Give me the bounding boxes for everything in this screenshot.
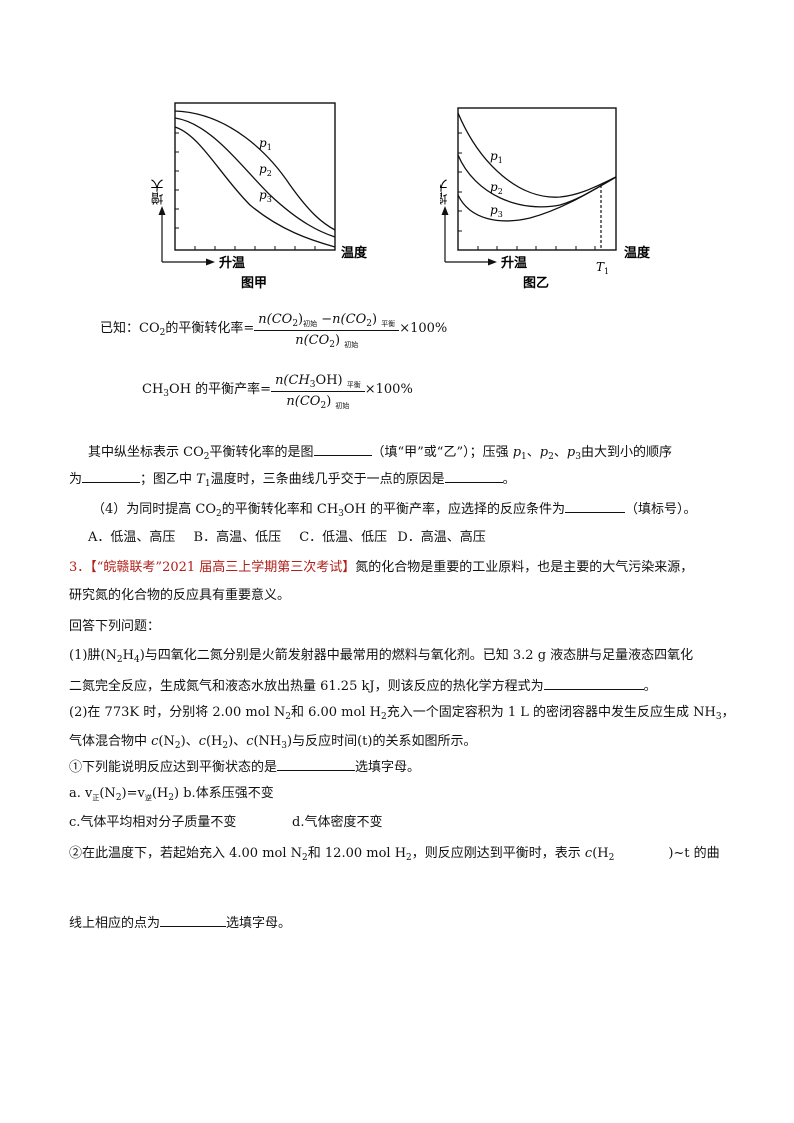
options-ab: a. v正(N2)=v逆(H2) b.体系压强不变: [69, 786, 274, 803]
option-c: C．低温、低压: [299, 530, 388, 545]
option-b: B．高温、低压: [193, 530, 282, 545]
question-source: 【“皖赣联考”2021 届高三上学期第三次考试】: [90, 560, 356, 575]
answer-blank[interactable]: [277, 758, 356, 771]
formula-yield: CH3OH 的平衡产率= n(CH3OH) 平衡 n(CO2) 初始 ×100%: [142, 373, 413, 411]
label-p2: p2: [259, 162, 272, 178]
formula-conversion: 已知：CO2的平衡转化率= n(CO2)初始 −n(CO2) 平衡 n(CO2) 初…: [100, 312, 448, 350]
answer-blank[interactable]: [444, 470, 503, 483]
svg-text:p2: p2: [490, 180, 503, 196]
answer-blank[interactable]: [160, 914, 227, 927]
option-a: A．低温、高压: [88, 530, 176, 545]
curve-p3: [457, 176, 617, 222]
part1-line2: 二氮完全反应，生成氮气和液态水放出热量 61.25 kJ，则该反应的热化学方程式…: [69, 677, 657, 694]
sub2-line1: ②在此温度下，若起始充入 4.00 mol N2和 12.00 mol H2，则…: [69, 846, 720, 863]
sub2-line2: 线上相应的点为 选填字母。: [69, 914, 292, 931]
q4-options: A．低温、高压 B．高温、低压 C．低温、低压 D．高温、高压: [88, 530, 486, 546]
option-d: D．高温、高压: [397, 530, 486, 545]
svg-text:p3: p3: [490, 203, 503, 219]
answer-blank[interactable]: [313, 443, 372, 456]
q4-line: （4）为同时提高 CO2的平衡转化率和 CH3OH 的平衡产率，应选择的反应条件…: [92, 500, 697, 519]
x-axis-label: 温度: [624, 245, 651, 261]
part2-line1: (2)在 773K 时，分别将 2.00 mol N2和 6.00 mol H2…: [69, 705, 735, 722]
sub1-line: ①下列能说明反应达到平衡状态的是 选填字母。: [69, 758, 421, 775]
answer-blank[interactable]: [565, 500, 626, 513]
y-axis-label: 增大: [440, 179, 451, 205]
curve-p1: [457, 112, 617, 198]
t1-label: T1: [596, 260, 609, 276]
q3-line2: 为；图乙中 T1温度时，三条曲线几乎交于一点的原因是。: [69, 470, 516, 489]
option-d: d.气体密度不变: [292, 815, 383, 830]
svg-text:p1: p1: [490, 149, 503, 165]
figure-yi: p1 p2 p3 增大 升温 T1 温度 图乙: [440, 107, 651, 291]
y-axis-label: 增大: [151, 179, 167, 205]
y-ticks: [175, 132, 316, 250]
curve-p2: [174, 117, 336, 238]
answer-blank[interactable]: [82, 470, 141, 483]
part2-line2: 气体混合物中 c(N2)、c(H2)、c(NH3)与反应时间(t)的关系如图所示…: [69, 734, 477, 751]
x-axis-label: 温度: [341, 245, 368, 261]
answer-prompt: 回答下列问题：: [69, 619, 161, 634]
question-3-header: 3．【“皖赣联考”2021 届高三上学期第三次考试】氮的化合物是重要的工业原料，…: [69, 560, 694, 575]
q3-line1: 其中纵坐标表示 CO2平衡转化率的是图 （填“甲”或“乙”）；压强 p1、p2、p…: [88, 443, 672, 462]
option-c: c.气体平均相对分子质量不变: [69, 815, 237, 830]
figure-caption: 图乙: [523, 276, 549, 291]
answer-blank[interactable]: [543, 677, 644, 690]
curve-p2: [457, 154, 617, 208]
figure-caption: 图甲: [241, 276, 267, 291]
curve-p3: [174, 126, 336, 248]
x-arrow-label: 升温: [501, 255, 527, 271]
curve-p1: [174, 110, 336, 231]
label-p3: p3: [259, 188, 272, 204]
label-p1: p1: [259, 136, 272, 152]
figure-jia: p1 p2 p3 增大 升温 温度 图甲: [151, 102, 368, 291]
part1-line1: (1)肼(N2H4)与四氧化二氮分别是火箭发射器中最常用的燃料与氧化剂。已知 3…: [69, 648, 694, 665]
x-arrow-label: 升温: [219, 255, 245, 271]
intro-line2: 研究氮的化合物的反应具有重要意义。: [69, 588, 291, 603]
